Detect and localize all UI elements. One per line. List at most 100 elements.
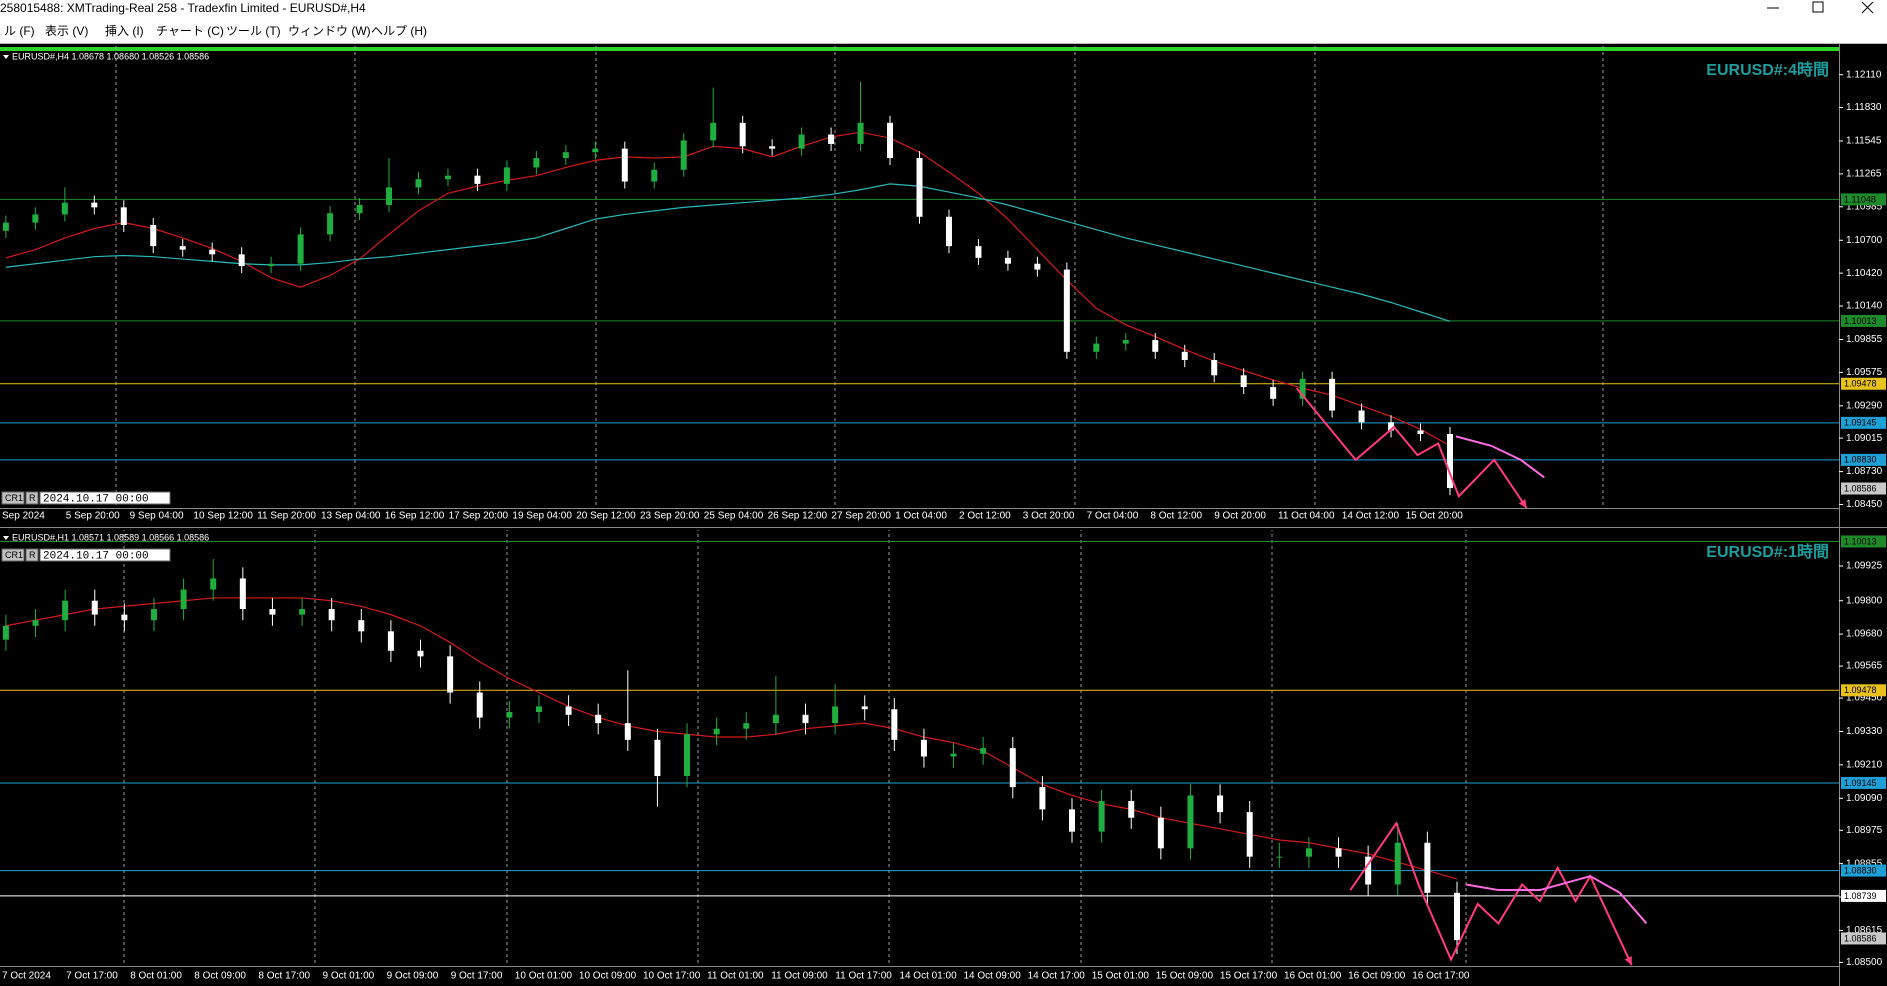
- y-tick-label: 1.09450: [1846, 693, 1883, 704]
- candle-body: [474, 175, 481, 184]
- level-label: 1.11048: [1844, 194, 1876, 204]
- candle-body: [299, 609, 306, 615]
- level-label: 1.08830: [1844, 455, 1877, 465]
- candle-body: [861, 706, 868, 710]
- level-label-bg: [1841, 416, 1886, 429]
- y-tick-label: 1.09800: [1846, 595, 1883, 606]
- y-tick-label: 1.09210: [1846, 759, 1883, 770]
- candle-body: [1358, 410, 1365, 423]
- x-tick-label: 20 Sep 12:00: [576, 511, 636, 522]
- candle-body: [327, 213, 334, 235]
- candle-body: [358, 620, 365, 632]
- candle-body: [297, 234, 304, 264]
- x-tick-label: 9 Oct 01:00: [323, 971, 375, 982]
- menu-item[interactable]: 挿入 (I): [105, 24, 144, 38]
- candle-body: [179, 246, 186, 250]
- maximize[interactable]: [1812, 1, 1824, 13]
- x-tick-label: 25 Sep 04:00: [704, 511, 764, 522]
- cursor-label: R: [29, 550, 36, 560]
- candle-body: [356, 205, 363, 214]
- candle-body: [533, 158, 540, 168]
- candle-body: [980, 748, 987, 754]
- candle-body: [684, 734, 691, 776]
- level-label: 1.08830: [1844, 865, 1877, 875]
- candle-body: [210, 578, 217, 590]
- candle-body: [32, 214, 39, 223]
- y-tick-label: 1.09290: [1846, 400, 1883, 411]
- candle-body: [743, 723, 750, 729]
- candle-body: [1365, 856, 1372, 885]
- candle-body: [710, 122, 717, 141]
- candle-body: [91, 202, 98, 208]
- level-label: 1.08739: [1844, 891, 1877, 901]
- candle-body: [328, 609, 335, 621]
- candle-body: [503, 167, 510, 184]
- moving-average: [5, 597, 1458, 880]
- y-tick-label: 1.09925: [1846, 561, 1883, 572]
- candle-body: [1424, 842, 1431, 893]
- menu-item[interactable]: ヘルプ (H): [371, 24, 427, 38]
- y-tick-label: 1.09680: [1846, 629, 1883, 640]
- menu-item[interactable]: 表示 (V): [45, 24, 88, 38]
- level-label: 1.09145: [1844, 778, 1877, 788]
- y-tick-label: 1.09855: [1846, 334, 1883, 345]
- chart-panel: [0, 46, 1839, 508]
- candle-body: [238, 254, 245, 267]
- y-tick-label: 1.08975: [1846, 825, 1883, 836]
- candle-body: [269, 609, 276, 615]
- candle-body: [1157, 817, 1164, 849]
- cursor-label: 2024.10.17 00:00: [43, 493, 149, 505]
- candle-body: [920, 739, 927, 757]
- x-tick-label: 15 Oct 20:00: [1406, 511, 1464, 522]
- candle-body: [945, 216, 952, 247]
- x-tick-label: 10 Oct 01:00: [515, 971, 573, 982]
- candle-body: [150, 609, 157, 621]
- active-chart-bar: [0, 47, 1839, 51]
- window-controls[interactable]: [1767, 1, 1874, 14]
- level-label: 1.09145: [1844, 418, 1877, 428]
- level-label: 1.10013: [1844, 316, 1877, 326]
- x-tick-label: 9 Sep 04:00: [130, 511, 184, 522]
- cursor-label: 2024.10.17 00:00: [43, 550, 149, 562]
- x-tick-label: Sep 2024: [2, 511, 45, 522]
- x-tick-label: 14 Oct 09:00: [964, 971, 1022, 982]
- candle-body: [91, 600, 98, 615]
- x-tick-label: 15 Oct 01:00: [1092, 971, 1150, 982]
- x-tick-label: 16 Oct 09:00: [1348, 971, 1406, 982]
- cursor-label: CR1: [5, 493, 23, 503]
- x-tick-label: 10 Oct 09:00: [579, 971, 637, 982]
- y-tick-label: 1.09330: [1846, 726, 1883, 737]
- x-tick-label: 9 Oct 20:00: [1214, 511, 1266, 522]
- level-label-bg: [1841, 535, 1886, 548]
- cursor-label-bg: [25, 491, 39, 505]
- candle-body: [891, 709, 898, 740]
- x-tick-label: 14 Oct 12:00: [1342, 511, 1400, 522]
- x-tick-label: 16 Oct 17:00: [1412, 971, 1470, 982]
- x-tick-label: 5 Sep 20:00: [66, 511, 120, 522]
- level-label-bg: [1841, 684, 1886, 697]
- candle-body: [1270, 387, 1277, 399]
- y-tick-label: 1.08730: [1846, 466, 1883, 477]
- chart-watermark: EURUSD#:1時間: [1706, 542, 1829, 561]
- candle-body: [828, 134, 835, 144]
- candle-body: [1063, 269, 1070, 352]
- x-tick-label: 15 Oct 17:00: [1220, 971, 1278, 982]
- cursor-label-bg: [1, 491, 25, 505]
- candle-body: [1446, 434, 1453, 489]
- y-tick-label: 1.08500: [1846, 957, 1883, 968]
- chart-info: EURUSD#,H1 1.08571 1.08589 1.08566 1.085…: [12, 532, 209, 542]
- x-tick-label: 11 Sep 20:00: [257, 511, 316, 522]
- y-tick-label: 1.09090: [1846, 793, 1883, 804]
- menu-item[interactable]: チャート (C): [156, 24, 224, 38]
- candle-body: [950, 753, 957, 757]
- trend-projection: [1465, 875, 1648, 925]
- chart-info: EURUSD#,H4 1.08678 1.08680 1.08526 1.085…: [12, 51, 209, 61]
- menu-item[interactable]: ウィンドウ (W): [288, 24, 371, 38]
- menu-item[interactable]: ル (F): [4, 24, 35, 38]
- menu-item[interactable]: ツール (T): [226, 24, 281, 38]
- x-tick-label: 8 Oct 17:00: [258, 971, 310, 982]
- level-label-bg: [1841, 193, 1886, 206]
- x-tick-label: 13 Sep 04:00: [321, 511, 381, 522]
- close[interactable]: [1861, 1, 1874, 14]
